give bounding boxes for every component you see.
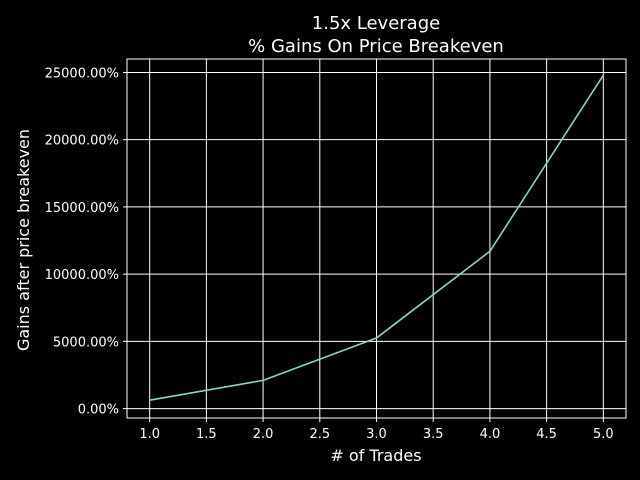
x-tick-label: 3.5 [423,427,444,442]
x-tick-label: 2.5 [309,427,330,442]
x-tick-label: 2.0 [253,427,274,442]
y-tick-label: 5000.00% [53,335,119,350]
y-tick-label: 25000.00% [45,66,119,81]
series-layer [148,74,605,401]
y-tick-label: 15000.00% [45,201,119,216]
x-tick-label: 1.0 [139,427,160,442]
x-tick-label: 4.5 [536,427,557,442]
data-point [375,337,378,339]
data-point [602,74,605,76]
ticks: 1.0 1.5 2.0 2.5 3.0 3.5 4.0 4.5 5.0 0.00% 5000.00%… [45,66,614,442]
y-tick-label: 0.00% [78,403,119,418]
x-tick-label: 3.0 [366,427,387,442]
chart-title-line-1: 1.5x Leverage [312,13,440,34]
y-tick-label: 20000.00% [45,134,119,149]
x-tick-label: 4.0 [480,427,501,442]
data-point [148,399,151,401]
x-tick-label: 1.5 [196,427,217,442]
data-point [489,250,491,253]
data-point [262,379,264,382]
x-axis-label: # of Trades [330,446,421,465]
y-axis-label: Gains after price breakeven [14,129,33,351]
x-tick-label: 5.0 [593,427,614,442]
grid [127,59,626,418]
y-tick-label: 10000.00% [45,268,119,283]
chart-title-line-2: % Gains On Price Breakeven [248,36,504,57]
